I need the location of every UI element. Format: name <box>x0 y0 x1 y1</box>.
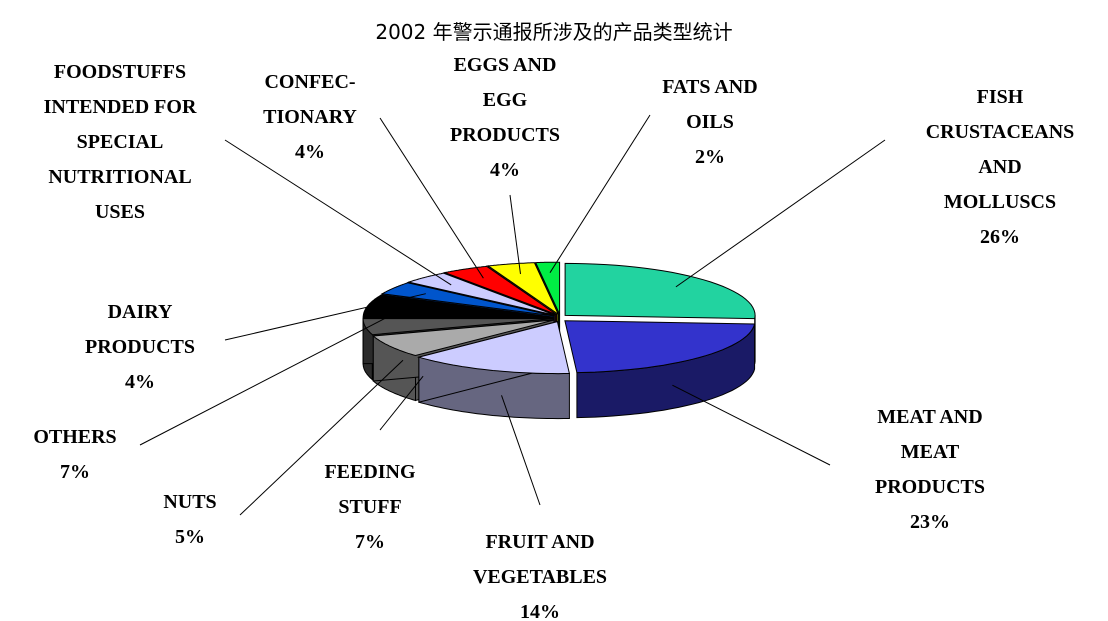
slice <box>564 262 756 320</box>
category-label: FRUIT AND VEGETABLES <box>472 531 608 588</box>
category-label: CONFEC- TIONARY <box>263 71 357 128</box>
leader-line <box>139 307 406 446</box>
leader-line <box>379 375 424 431</box>
slice-label: OTHERS 7% <box>33 420 116 490</box>
category-label: FATS AND OILS <box>662 76 758 133</box>
slice-label: FRUIT AND VEGETABLES 14% <box>473 525 607 621</box>
value-label: 14% <box>520 601 560 621</box>
leader-line <box>224 293 426 341</box>
value-label: 7% <box>355 531 385 553</box>
category-label: FEEDING STUFF <box>324 461 416 518</box>
value-label: 7% <box>59 461 90 483</box>
slice <box>443 265 557 316</box>
leader-line <box>239 359 404 516</box>
value-label: 4% <box>124 371 155 393</box>
value-label: 4% <box>295 141 325 163</box>
slice-label: FATS AND OILS 2% <box>662 70 757 175</box>
slice <box>380 282 555 317</box>
category-label: DAIRY PRODUCTS <box>84 301 196 358</box>
slice-label: MEAT AND MEAT PRODUCTS 23% <box>875 400 985 540</box>
value-label: 5% <box>174 526 205 548</box>
category-label: FISH CRUSTACEANS AND MOLLUSCS <box>925 86 1075 213</box>
slice-label: FEEDING STUFF 7% <box>324 455 415 560</box>
slice <box>486 262 560 316</box>
leader-line <box>501 395 541 506</box>
slice-label: NUTS 5% <box>163 485 216 555</box>
slice <box>362 294 554 318</box>
chart-title: 2002 年警示通报所涉及的产品类型统计 <box>375 20 733 44</box>
slice-label: FOODSTUFFS INTENDED FOR SPECIAL NUTRITIO… <box>44 55 197 230</box>
category-label: FOODSTUFFS INTENDED FOR SPECIAL NUTRITIO… <box>43 61 197 223</box>
value-label: 23% <box>909 511 950 533</box>
category-label: OTHERS <box>33 426 117 448</box>
leader-line <box>675 139 886 288</box>
leader-line <box>509 194 521 275</box>
value-label: 2% <box>694 146 725 168</box>
slice <box>416 320 571 375</box>
slice <box>407 272 556 316</box>
slice-label: EGGS AND EGG PRODUCTS 4% <box>450 48 560 188</box>
leader-line <box>224 139 452 286</box>
slice <box>564 320 756 374</box>
category-label: EGGS AND EGG PRODUCTS <box>449 54 561 146</box>
category-label: NUTS <box>163 491 217 513</box>
slice <box>371 319 555 357</box>
slice-label: DAIRY PRODUCTS 4% <box>85 295 195 400</box>
slice-label: CONFEC- TIONARY 4% <box>263 65 357 170</box>
value-label: 26% <box>979 226 1020 248</box>
leader-line <box>379 117 484 279</box>
value-label: 4% <box>489 159 520 181</box>
category-label: MEAT AND MEAT PRODUCTS <box>874 406 986 498</box>
leader-line <box>549 114 651 273</box>
slice <box>362 318 554 336</box>
slice-label: FISH CRUSTACEANS AND MOLLUSCS 26% <box>926 80 1075 255</box>
leader-line <box>672 384 831 466</box>
